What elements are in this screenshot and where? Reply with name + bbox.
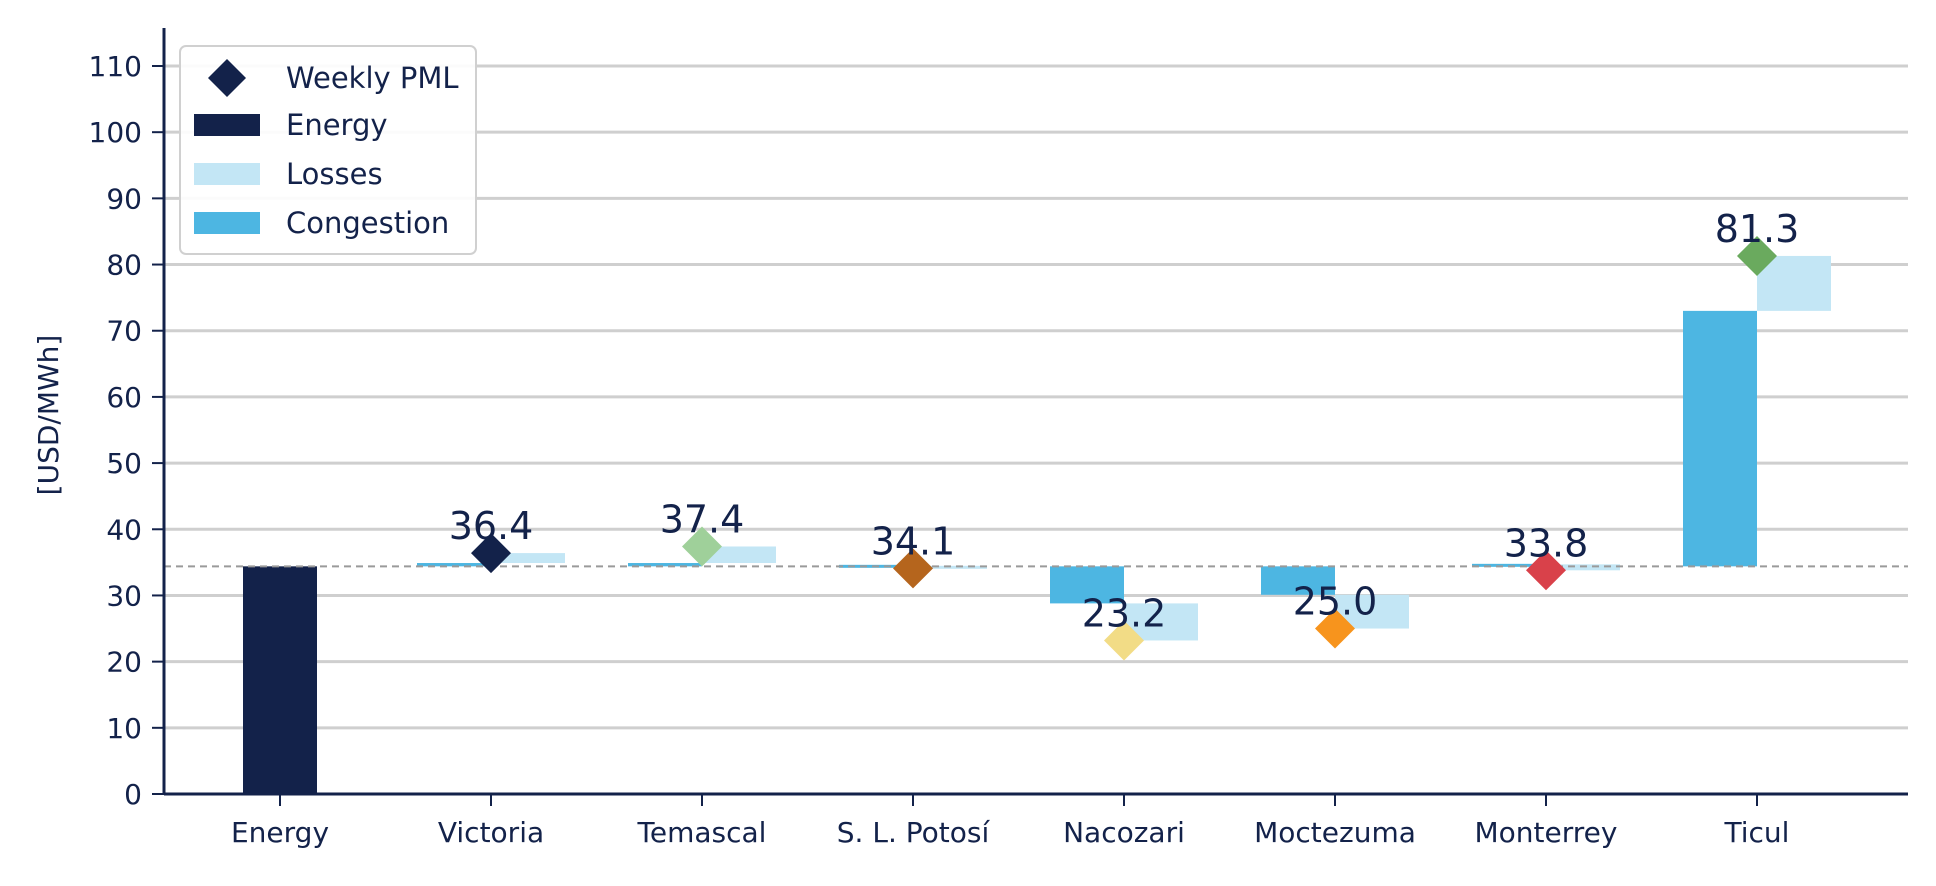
axis-layer: 0 10 20 30 40 50 60 70 80 90 100 110 Energy Victoria T… <box>89 28 1908 849</box>
legend-marker-swatch <box>208 59 246 97</box>
pml-marker-6 <box>1526 550 1566 591</box>
pml-marker-3 <box>893 548 933 589</box>
congestion-bar-1 <box>417 563 491 567</box>
pml-value-label-3: 34.1 <box>871 519 956 563</box>
y-axis-title: [USD/MWh] <box>32 335 65 496</box>
x-tick-label-5: Moctezuma <box>1254 816 1416 849</box>
legend-swatch-3 <box>194 212 260 234</box>
congestion-bar-5 <box>1261 566 1335 595</box>
pml-value-label-1: 36.4 <box>449 504 534 548</box>
congestion-bar-2 <box>628 563 702 567</box>
y-tick-label-90: 90 <box>106 182 142 215</box>
y-tick-label-40: 40 <box>106 513 142 546</box>
losses-bar-1 <box>491 553 565 564</box>
y-tick-label-60: 60 <box>106 381 142 414</box>
x-tick-label-4: Nacozari <box>1063 816 1185 849</box>
y-tick-label-0: 0 <box>124 778 142 811</box>
y-tick-label-50: 50 <box>106 447 142 480</box>
y-tick-label-20: 20 <box>106 646 142 679</box>
pml-value-label-6: 33.8 <box>1504 521 1589 565</box>
x-tick-label-7: Ticul <box>1724 816 1790 849</box>
legend-label-1: Energy <box>286 108 388 142</box>
pml-marker-1 <box>471 533 511 574</box>
pml-value-label-7: 81.3 <box>1715 207 1800 251</box>
legend-swatch-1 <box>194 114 260 136</box>
energy-bar <box>243 566 317 794</box>
x-tick-label-3: S. L. Potosí <box>837 816 991 849</box>
legend-box <box>179 45 477 255</box>
legend-label-2: Losses <box>286 157 383 191</box>
congestion-bar-4 <box>1050 566 1124 604</box>
bar-layer <box>243 255 1831 794</box>
pml-marker-4 <box>1104 620 1144 661</box>
pml-value-label-2: 37.4 <box>660 497 745 541</box>
legend: Weekly PML Energy Losses Congestion <box>179 45 477 255</box>
legend-label-0: Weekly PML <box>286 61 459 95</box>
y-tick-label-70: 70 <box>106 315 142 348</box>
legend-label-3: Congestion <box>286 206 449 240</box>
losses-bar-2 <box>702 546 776 564</box>
congestion-bar-7 <box>1683 310 1757 567</box>
y-tick-label-110: 110 <box>89 50 142 83</box>
x-tick-label-0: Energy <box>231 816 329 849</box>
pml-value-label-4: 23.2 <box>1082 591 1167 635</box>
losses-bar-7 <box>1757 255 1831 311</box>
x-tick-label-6: Monterrey <box>1475 816 1618 849</box>
y-tick-label-100: 100 <box>89 116 142 149</box>
y-tick-label-30: 30 <box>106 579 142 612</box>
marker-layer: 36.4 37.4 34.1 23.2 25.0 33.8 81.3 <box>449 207 1800 661</box>
pml-marker-5 <box>1315 608 1355 649</box>
pml-marker-2 <box>682 526 722 567</box>
x-tick-label-1: Victoria <box>438 816 544 849</box>
pml-value-label-5: 25.0 <box>1293 580 1378 624</box>
y-tick-label-10: 10 <box>106 712 142 745</box>
y-tick-label-80: 80 <box>106 249 142 282</box>
pml-marker-7 <box>1737 235 1777 276</box>
legend-swatch-2 <box>194 163 260 185</box>
x-tick-label-2: Temascal <box>637 816 767 849</box>
